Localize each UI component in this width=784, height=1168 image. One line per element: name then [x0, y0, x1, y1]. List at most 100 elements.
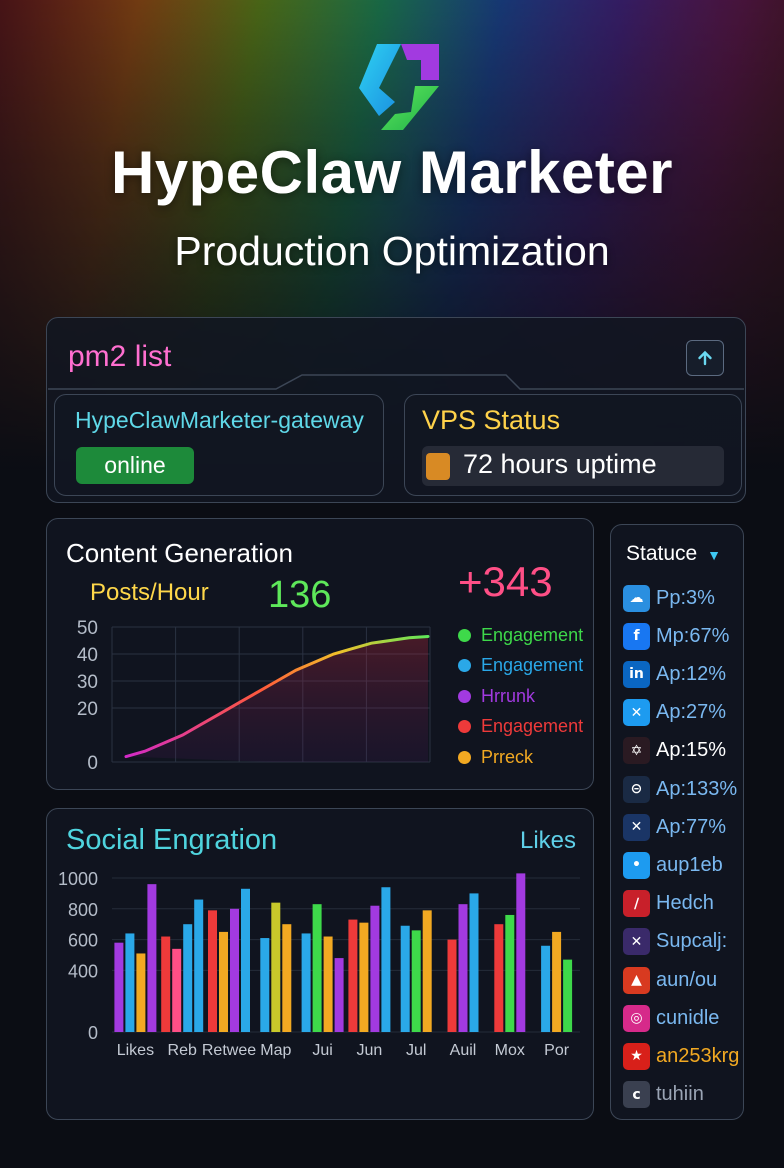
legend-label: Engagement: [481, 655, 584, 675]
x-icon: ✕: [623, 928, 650, 956]
status-dropdown[interactable]: Statuce ▼: [626, 542, 721, 566]
bar: [172, 948, 182, 1032]
status-item-label: an253krg: [656, 1044, 740, 1067]
status-item[interactable]: in Ap:12%: [623, 659, 726, 689]
x-tick-label: Retwee: [202, 1042, 256, 1059]
bar: [219, 931, 228, 1032]
y-tick-label: 0: [87, 753, 98, 774]
uptime-value: 72 hours uptime: [463, 449, 657, 479]
engagement-delta: +343: [458, 558, 553, 605]
bar: [183, 924, 193, 1032]
status-item-label: Ap:133%: [656, 777, 738, 800]
bar: [469, 893, 479, 1032]
content-generation-line-chart: 50 40 30 20 0: [77, 618, 431, 774]
c-icon: c: [623, 1081, 650, 1109]
bar: [563, 959, 573, 1032]
x-tick-label: Jui: [312, 1042, 332, 1059]
y-tick-label: 600: [68, 931, 98, 951]
vps-status-title: VPS Status: [422, 405, 561, 435]
y-tick-label: 40: [77, 645, 98, 666]
content-generation-title: Content Generation: [66, 538, 293, 568]
status-item-label: Mp:67%: [656, 624, 730, 647]
y-tick-label: 1000: [58, 869, 98, 889]
status-item[interactable]: ★ an253krg: [623, 1041, 739, 1071]
status-item[interactable]: f Mp:67%: [623, 621, 729, 651]
bar: [359, 922, 369, 1032]
status-item-label: cunidle: [656, 1006, 720, 1029]
status-item[interactable]: c tuhiin: [623, 1080, 704, 1110]
arrow-up-icon: [698, 350, 712, 366]
status-item[interactable]: ✕ Ap:27%: [623, 698, 726, 728]
triangle-icon: ▲: [623, 966, 650, 994]
bar: [114, 942, 124, 1032]
status-item-label: Pp:3%: [656, 586, 715, 609]
status-item-label: aun/ou: [656, 968, 718, 991]
legend-dot-icon: [458, 720, 471, 733]
legend-item: Engagement: [458, 716, 583, 738]
status-item[interactable]: ∕ Hedch: [623, 889, 714, 919]
pm2-list-title: pm2 list: [68, 340, 172, 373]
instagram-icon: ◎: [623, 1004, 650, 1032]
status-item[interactable]: • aup1eb: [623, 850, 723, 880]
status-item[interactable]: ☁ Pp:3%: [623, 583, 715, 613]
app-subtitle: Production Optimization: [174, 228, 610, 274]
y-tick-label: 400: [68, 961, 98, 981]
status-item-label: Hedch: [656, 892, 714, 915]
scroll-up-button[interactable]: [686, 340, 724, 376]
status-item-label: Ap:27%: [656, 701, 727, 724]
x-tick-label: Jul: [406, 1042, 426, 1059]
bar: [147, 884, 157, 1032]
bar: [348, 919, 358, 1032]
bar: [136, 953, 146, 1032]
bar: [541, 945, 551, 1032]
legend-item: Engagement: [458, 655, 583, 677]
legend-label: Engagement: [481, 624, 584, 645]
bar: [194, 899, 204, 1032]
x-tick-label: Map: [260, 1042, 291, 1059]
x-tick-label: Por: [544, 1042, 570, 1059]
bar: [552, 931, 562, 1032]
bar: [505, 914, 515, 1032]
bar: [458, 904, 468, 1032]
x-tick-label: Auil: [450, 1042, 477, 1059]
status-item-label: Ap:77%: [656, 815, 727, 838]
uptime-indicator-icon: [426, 453, 450, 480]
series-line: [124, 634, 430, 759]
status-item[interactable]: ⊝ Ap:133%: [623, 774, 737, 804]
minus-circle-icon: ⊝: [623, 775, 650, 803]
status-item[interactable]: ✡ Ap:15%: [623, 736, 726, 766]
stripes-icon: ∕: [623, 890, 650, 918]
legend-label: Hrrunk: [481, 685, 536, 706]
legend-dot-icon: [458, 750, 471, 764]
x-tick-label: Likes: [117, 1042, 154, 1059]
status-item-label: aup1eb: [656, 853, 723, 876]
legend-item: Prreck: [458, 746, 533, 768]
bar: [125, 933, 135, 1032]
facebook-icon: f: [623, 622, 650, 650]
status-item[interactable]: ✕ Ap:77%: [623, 812, 726, 842]
status-badge: online: [76, 447, 194, 484]
status-item-label: Ap:12%: [656, 662, 727, 685]
x-icon: ✕: [623, 699, 650, 727]
bar: [516, 873, 526, 1032]
status-item[interactable]: ✕ Supcalj:: [623, 927, 727, 957]
y-tick-label: 50: [77, 618, 98, 639]
legend-label: Prreck: [481, 746, 534, 767]
x-tick-label: Reb: [168, 1042, 197, 1059]
badge-icon: ★: [623, 1042, 650, 1070]
process-name: HypeClawMarketer-gateway: [75, 407, 364, 433]
status-item-label: tuhiin: [656, 1083, 704, 1106]
legend-dot-icon: [458, 628, 471, 642]
bar: [161, 936, 171, 1032]
bar: [230, 908, 239, 1032]
twitter-icon: •: [623, 851, 650, 879]
uptime-field: [422, 446, 724, 486]
status-item-label: Supcalj:: [656, 930, 728, 953]
status-item[interactable]: ▲ aun/ou: [623, 965, 717, 995]
legend-item: Hrrunk: [458, 685, 535, 707]
bar: [260, 938, 270, 1032]
x-tick-label: Mox: [495, 1042, 525, 1059]
status-item[interactable]: ◎ cunidle: [623, 1003, 719, 1033]
y-tick-label: 800: [68, 900, 98, 920]
pm2-header-divider: [48, 374, 744, 390]
